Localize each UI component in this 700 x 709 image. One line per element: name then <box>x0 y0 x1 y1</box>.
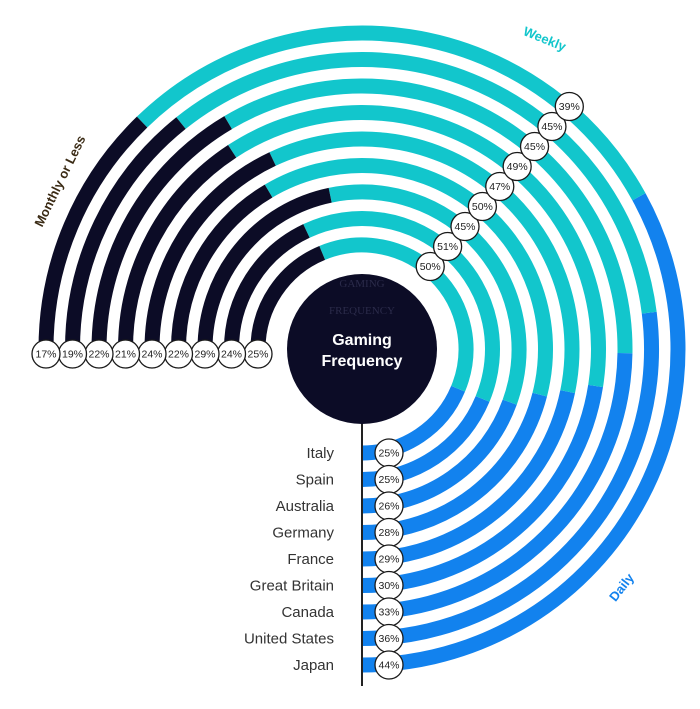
country-label: France <box>287 551 334 568</box>
daily-value-label: 25% <box>378 474 399 486</box>
monthly-arc-1 <box>224 224 310 350</box>
monthly-value-label: 19% <box>62 349 83 361</box>
weekly-value-label: 50% <box>420 261 441 273</box>
country-label: Italy <box>306 445 334 462</box>
monthly-arc-3 <box>171 184 273 350</box>
legend-weekly: Weekly <box>521 24 569 55</box>
monthly-value-label: 22% <box>88 349 109 361</box>
weekly-arc-2 <box>328 184 527 405</box>
daily-value-label: 29% <box>378 554 399 566</box>
weekly-arc-8 <box>136 25 646 201</box>
weekly-value-bubble <box>467 191 498 222</box>
daily-value-bubble <box>374 650 404 680</box>
monthly-value-label: 22% <box>168 349 189 361</box>
weekly-value-label: 47% <box>489 181 510 193</box>
daily-value-label: 44% <box>378 660 399 672</box>
monthly-value-label: 29% <box>194 349 215 361</box>
country-labels: Italy Spain Australia Germany France Great Br… <box>244 445 335 674</box>
weekly-value-label: 50% <box>472 201 493 213</box>
monthly-arc-4 <box>144 152 276 350</box>
weekly-arc-5 <box>228 105 606 388</box>
daily-arc-7 <box>361 311 659 646</box>
daily-value-label: 33% <box>378 607 399 619</box>
weekly-value-bubble <box>502 151 532 182</box>
monthly-arc-2 <box>197 187 332 350</box>
country-label: Australia <box>276 498 335 515</box>
monthly-arc-8 <box>38 116 148 350</box>
country-label: Japan <box>293 657 334 674</box>
weekly-value-bubble <box>415 251 445 282</box>
country-label: Canada <box>281 604 334 621</box>
center-circle <box>287 274 437 424</box>
center-title-line: Gaming <box>332 332 392 349</box>
weekly-value-label: 45% <box>454 221 475 233</box>
weekly-value-bubble <box>450 211 480 242</box>
monthly-value-label: 21% <box>115 349 136 361</box>
weekly-value-bubble <box>485 171 515 202</box>
monthly-value-label: 25% <box>247 349 268 361</box>
weekly-value-bubble <box>519 131 550 162</box>
monthly-value-label: 17% <box>35 349 56 361</box>
daily-value-label: 25% <box>378 448 399 460</box>
daily-value-label: 30% <box>378 580 399 592</box>
weekly-arc-6 <box>224 78 633 354</box>
daily-value-label: 36% <box>378 633 399 645</box>
center-title: Gaming Frequency <box>322 332 403 370</box>
daily-value-label: 28% <box>378 527 399 539</box>
daily-arc-8 <box>361 193 686 673</box>
weekly-value-label: 45% <box>541 121 562 133</box>
weekly-value-label: 51% <box>437 241 458 253</box>
weekly-value-bubble <box>554 91 584 122</box>
center-title-line: Frequency <box>322 353 403 370</box>
ghost-title-line1: GAMING <box>339 278 384 290</box>
monthly-value-label: 24% <box>141 349 162 361</box>
weekly-value-bubble <box>537 111 567 142</box>
value-labels: 25% 25% 50% 25% 24% 51% 26% 29% 45% 28% 22% 50% 29% 2… <box>31 91 584 680</box>
weekly-value-label: 39% <box>559 101 580 113</box>
country-label: Great Britain <box>250 578 334 595</box>
daily-arc-5 <box>361 384 603 593</box>
weekly-arc-7 <box>176 52 657 314</box>
country-label: Spain <box>296 472 334 489</box>
monthly-arc-0 <box>250 245 326 350</box>
legend-daily: Daily <box>606 570 637 604</box>
daily-arc-6 <box>361 353 633 620</box>
weekly-value-bubble <box>432 231 463 262</box>
weekly-value-label: 45% <box>524 141 545 153</box>
monthly-arc-6 <box>91 116 232 350</box>
monthly-arc-7 <box>65 117 186 350</box>
monthly-value-label: 24% <box>221 349 242 361</box>
country-label: United States <box>244 631 334 648</box>
country-label: Germany <box>272 525 334 542</box>
daily-value-label: 26% <box>378 501 399 513</box>
monthly-arc-5 <box>118 145 237 350</box>
monthly-value-bubble <box>31 339 61 369</box>
ghost-title-line2: FREQUENCY <box>329 305 395 317</box>
weekly-value-label: 49% <box>507 161 528 173</box>
